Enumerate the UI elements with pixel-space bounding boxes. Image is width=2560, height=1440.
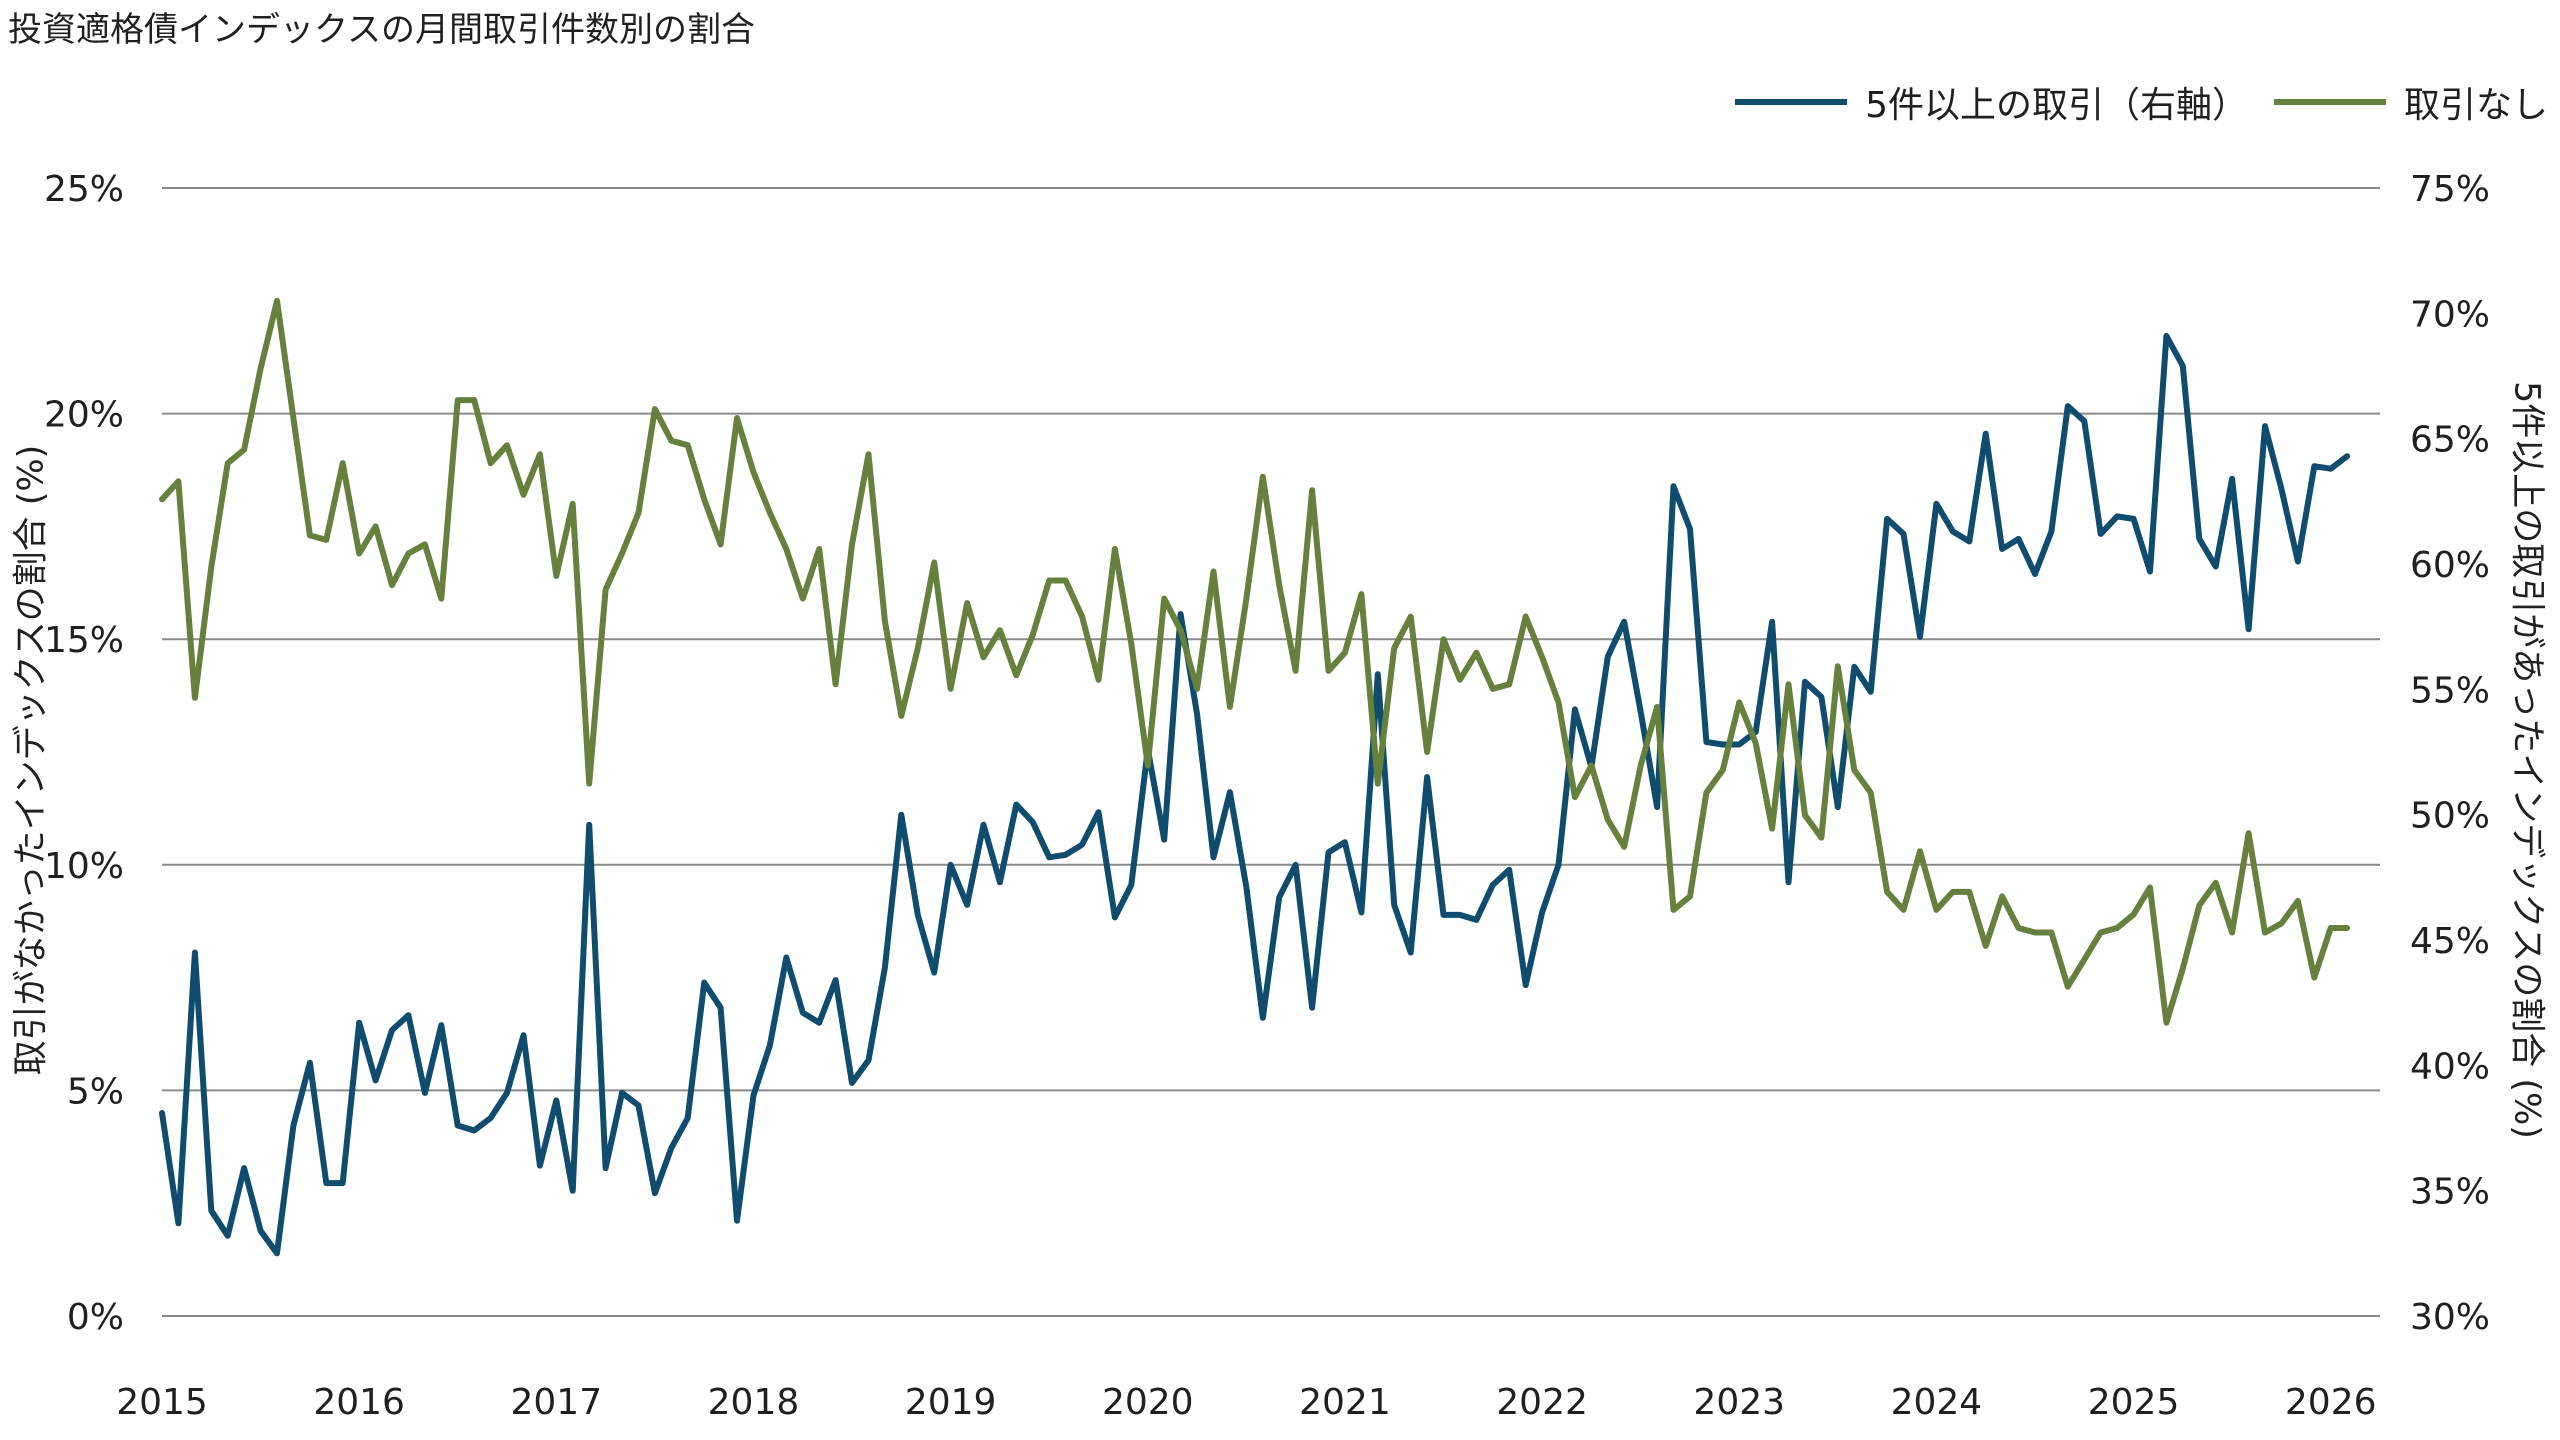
x-tick-label: 2026 — [2285, 1382, 2377, 1423]
series-line-no-trades — [159, 297, 2351, 1026]
right-tick-label: 40% — [2410, 1046, 2490, 1087]
series-line-5plus-trades — [159, 332, 2351, 1257]
legend-swatch-5plus-trades — [1735, 99, 1848, 105]
left-tick-label: 25% — [44, 169, 124, 210]
right-tick-label: 35% — [2410, 1172, 2490, 1213]
chart-legend: 5件以上の取引（右軸） 取引なし — [1735, 76, 2548, 128]
chart-title: 投資適格債インデックスの月間取引件数別の割合 — [8, 10, 755, 50]
left-tick-label: 20% — [44, 395, 124, 436]
right-tick-label: 30% — [2410, 1297, 2490, 1338]
right-tick-label: 45% — [2410, 921, 2490, 962]
right-tick-label: 65% — [2410, 420, 2490, 461]
x-tick-label: 2020 — [1102, 1382, 1194, 1423]
right-tick-label: 50% — [2410, 796, 2490, 837]
x-tick-label: 2024 — [1891, 1382, 1983, 1423]
x-tick-label: 2018 — [708, 1382, 800, 1423]
x-tick-label: 2021 — [1299, 1382, 1391, 1423]
x-tick-label: 2015 — [116, 1382, 208, 1423]
legend-item-no-trades: 取引なし — [2273, 76, 2548, 128]
legend-swatch-no-trades — [2273, 99, 2386, 105]
left-tick-label: 15% — [44, 620, 124, 661]
right-tick-label: 75% — [2410, 169, 2490, 210]
x-tick-label: 2022 — [1496, 1382, 1588, 1423]
legend-item-5plus-trades: 5件以上の取引（右軸） — [1735, 76, 2248, 128]
legend-label-no-trades: 取引なし — [2403, 85, 2548, 126]
right-tick-label: 70% — [2410, 294, 2490, 335]
left-tick-label: 5% — [67, 1071, 124, 1112]
right-tick-label: 55% — [2410, 670, 2490, 711]
x-tick-label: 2016 — [313, 1382, 405, 1423]
x-tick-label: 2019 — [905, 1382, 997, 1423]
right-tick-label: 60% — [2410, 545, 2490, 586]
x-tick-label: 2023 — [1693, 1382, 1785, 1423]
x-tick-label: 2025 — [2088, 1382, 2180, 1423]
x-tick-label: 2017 — [510, 1382, 602, 1423]
legend-label-5plus-trades: 5件以上の取引（右軸） — [1865, 85, 2248, 126]
left-tick-label: 10% — [44, 846, 124, 887]
left-tick-label: 0% — [67, 1297, 124, 1338]
